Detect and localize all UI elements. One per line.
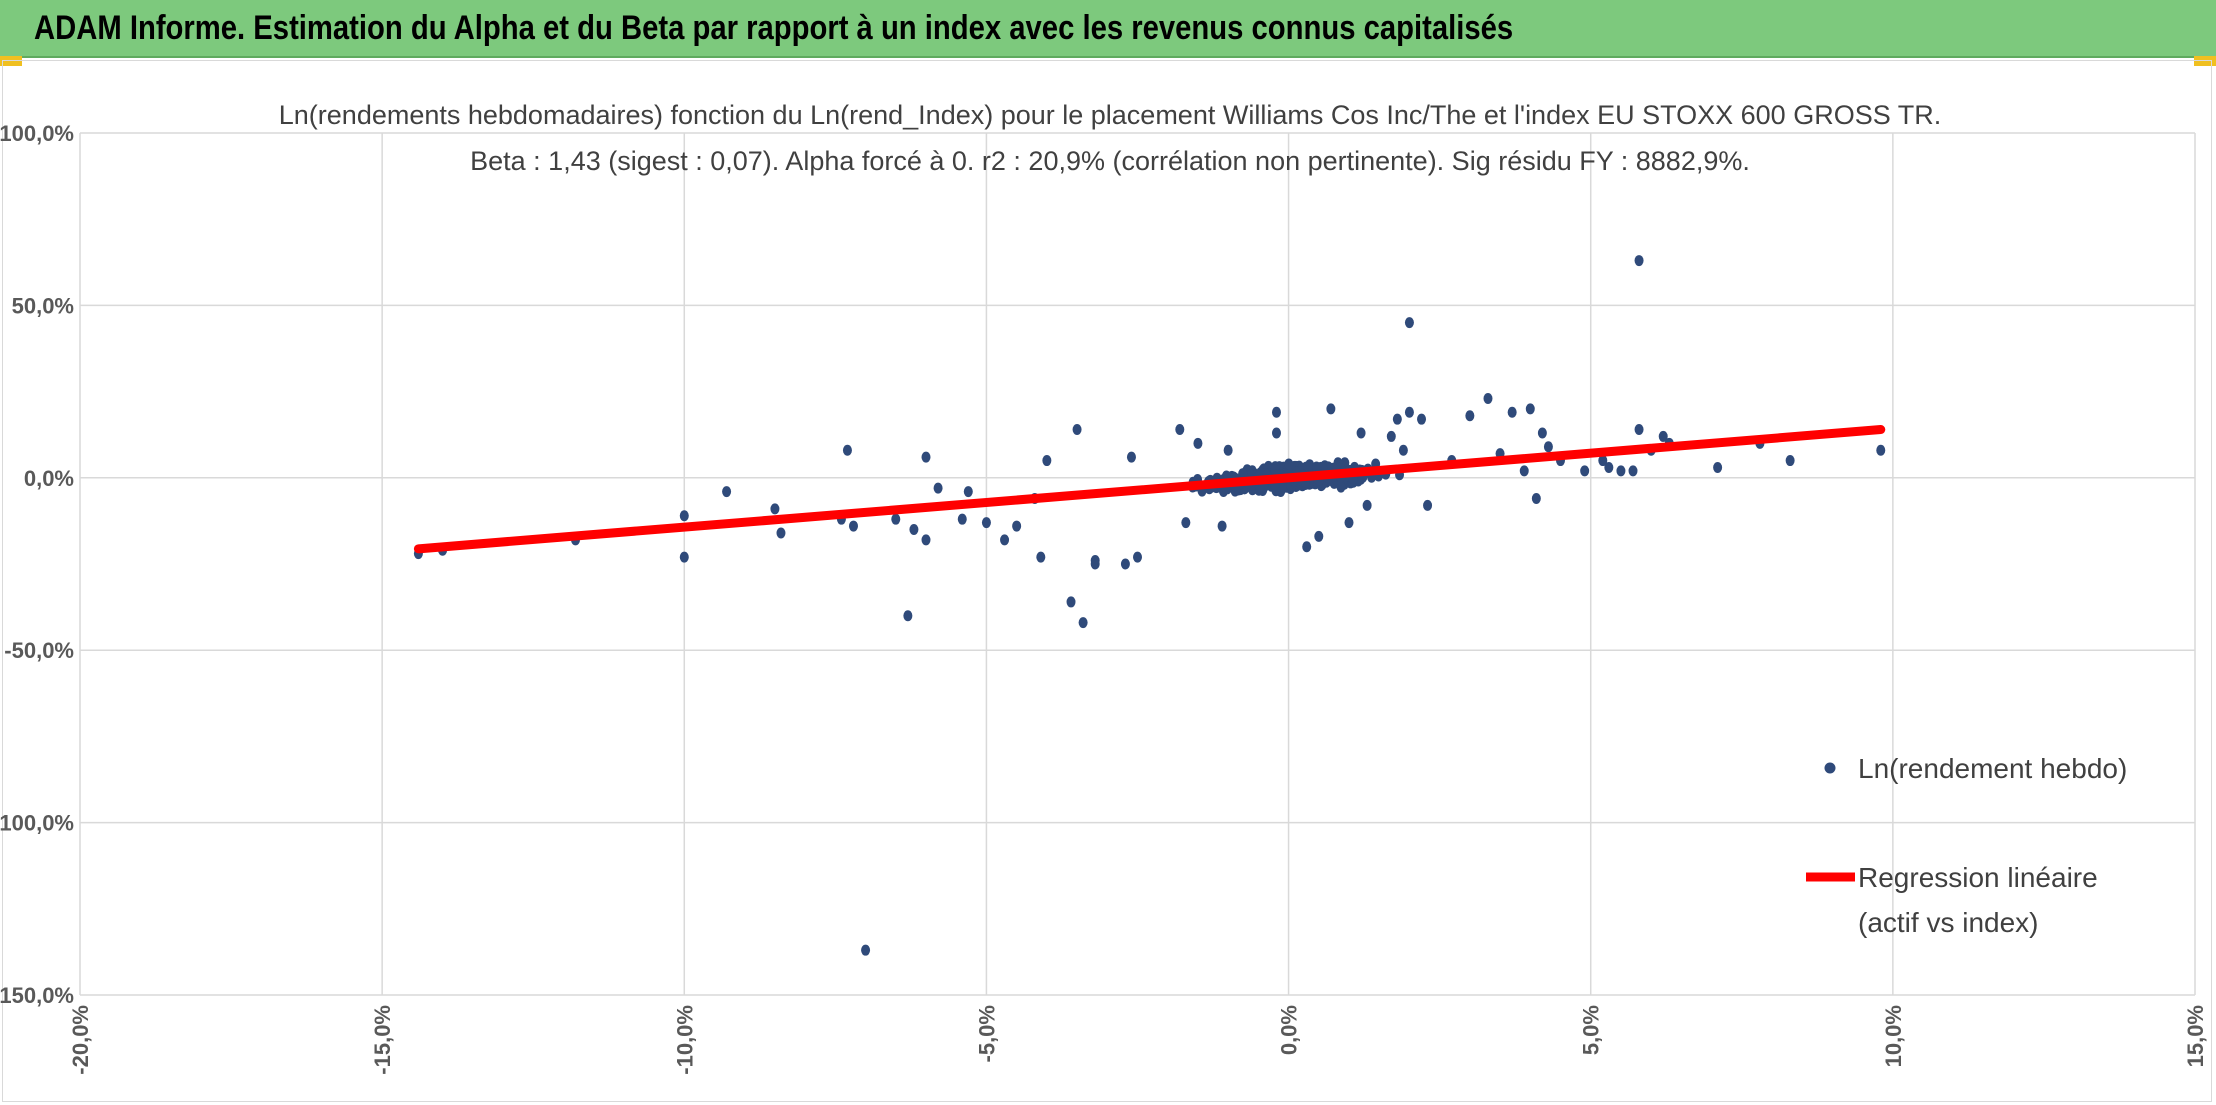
data-point: [1404, 317, 1414, 329]
data-point: [957, 513, 967, 525]
data-point: [1175, 424, 1185, 436]
data-point: [921, 534, 931, 546]
data-point: [1713, 461, 1723, 473]
data-point: [1785, 455, 1795, 467]
data-point: [1126, 451, 1136, 463]
data-point: [1531, 492, 1541, 504]
data-point: [891, 513, 901, 525]
data-point: [1483, 392, 1493, 404]
data-point: [679, 510, 689, 522]
legend-label-regression-line1: Regression linéaire: [1858, 862, 2098, 893]
corner-marker-right: [2194, 56, 2216, 66]
data-point: [1537, 427, 1547, 439]
data-point: [1344, 517, 1354, 529]
data-point: [1217, 520, 1227, 532]
data-point: [1181, 517, 1191, 529]
y-tick-label: 50,0%: [12, 293, 74, 318]
y-tick-label: 0,0%: [24, 466, 74, 491]
data-point: [903, 610, 913, 622]
data-point: [921, 451, 931, 463]
regression-line: [413, 425, 1886, 554]
chart-title: Ln(rendements hebdomadaires) fonction du…: [279, 100, 1941, 130]
data-point: [1543, 441, 1553, 453]
x-tick-label: -20,0%: [68, 1005, 93, 1075]
x-tick-label: 0,0%: [1277, 1005, 1302, 1055]
data-point: [1223, 444, 1233, 456]
data-point: [1519, 465, 1529, 477]
legend-label-regression-line2: (actif vs index): [1858, 907, 2039, 938]
data-point: [1000, 534, 1010, 546]
data-point: [679, 551, 689, 563]
data-point: [1066, 596, 1076, 608]
data-point: [842, 444, 852, 456]
chart-area: [2, 60, 2212, 1102]
data-point: [1876, 444, 1886, 456]
data-point: [1238, 468, 1248, 480]
data-point: [722, 486, 732, 498]
data-point: [1386, 430, 1396, 442]
report-title: ADAM Informe. Estimation du Alpha et du …: [34, 9, 1514, 47]
x-tick-label: -10,0%: [672, 1005, 697, 1075]
data-point: [776, 527, 786, 539]
data-point: [1604, 461, 1614, 473]
x-tick-label: -5,0%: [974, 1005, 999, 1062]
y-tick-label: -150,0%: [0, 983, 74, 1008]
report-header: ADAM Informe. Estimation du Alpha et du …: [0, 0, 2216, 58]
x-tick-label: -15,0%: [370, 1005, 395, 1075]
data-point: [1398, 444, 1408, 456]
data-point: [1193, 437, 1203, 449]
data-point: [1356, 427, 1366, 439]
data-point: [1525, 403, 1535, 415]
data-point: [1271, 427, 1281, 439]
data-point: [861, 944, 871, 956]
data-point: [1392, 413, 1402, 425]
data-point: [1090, 558, 1100, 570]
x-tick-label: 15,0%: [2183, 1005, 2208, 1067]
data-point: [1271, 406, 1281, 418]
data-point: [1362, 499, 1372, 511]
data-point: [1314, 530, 1324, 542]
data-point: [963, 486, 973, 498]
data-point: [1042, 455, 1052, 467]
data-point: [1417, 413, 1427, 425]
data-point: [1120, 558, 1130, 570]
data-point: [1423, 499, 1433, 511]
data-point: [1465, 410, 1475, 422]
chart-legend: Ln(rendement hebdo) Regression linéaire …: [1806, 753, 2127, 938]
data-point: [1284, 458, 1294, 470]
data-point: [1634, 255, 1644, 267]
data-point: [1598, 455, 1608, 467]
data-point: [1133, 551, 1142, 563]
data-point: [848, 520, 858, 532]
data-point: [770, 503, 780, 515]
chart-subtitle: Beta : 1,43 (sigest : 0,07). Alpha forcé…: [470, 146, 1750, 176]
data-point: [1628, 465, 1638, 477]
data-point: [1326, 403, 1336, 415]
y-tick-label: -50,0%: [4, 638, 74, 663]
data-point: [1036, 551, 1046, 563]
data-point: [933, 482, 943, 494]
y-tick-label: -100,0%: [0, 811, 74, 836]
legend-label-scatter: Ln(rendement hebdo): [1858, 753, 2127, 784]
legend-marker-scatter: [1824, 762, 1836, 774]
data-point: [1634, 424, 1644, 436]
data-point: [1507, 406, 1517, 418]
y-tick-label: 100,0%: [0, 121, 74, 146]
data-point: [1616, 465, 1626, 477]
data-point: [1658, 430, 1668, 442]
data-point: [1580, 465, 1590, 477]
data-point: [981, 517, 991, 529]
data-point: [1072, 424, 1082, 436]
data-point: [909, 524, 919, 536]
corner-marker-left: [0, 56, 22, 66]
x-tick-label: 10,0%: [1881, 1005, 1906, 1067]
data-point: [1012, 520, 1022, 532]
data-point: [1302, 541, 1312, 553]
data-point: [1078, 617, 1088, 629]
data-point: [1404, 406, 1414, 418]
x-tick-label: 5,0%: [1579, 1005, 1604, 1055]
